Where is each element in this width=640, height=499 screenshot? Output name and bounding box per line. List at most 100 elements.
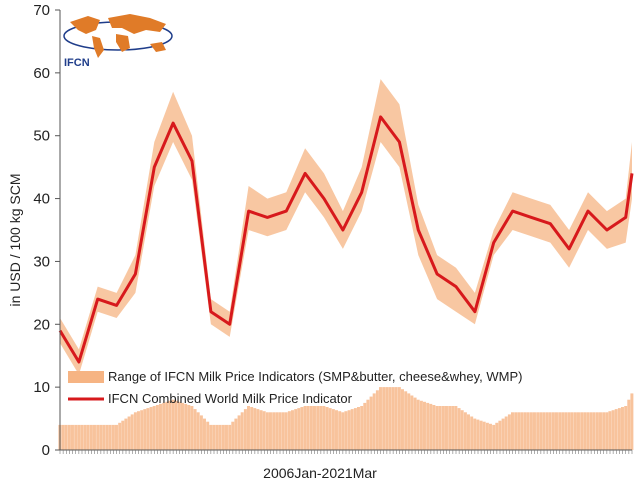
range-width-bar — [108, 424, 112, 450]
range-width-bar — [102, 424, 106, 450]
range-width-bar — [121, 420, 125, 450]
range-width-bar — [589, 412, 593, 450]
range-width-bar — [401, 389, 404, 450]
range-width-bar — [504, 416, 508, 450]
y-tick-label: 50 — [33, 128, 50, 145]
range-width-bar — [127, 416, 131, 450]
range-width-bar — [190, 406, 194, 450]
x-minor-ticks — [59, 450, 633, 454]
range-width-bar — [482, 421, 486, 450]
range-width-bar — [438, 406, 442, 450]
range-width-bar — [281, 412, 285, 450]
range-width-bar — [243, 409, 247, 450]
range-width-bar — [174, 400, 178, 450]
range-width-bar — [473, 418, 477, 450]
range-width-bar — [71, 424, 74, 450]
range-width-bar — [300, 407, 304, 450]
range-width-bar — [331, 409, 335, 450]
range-width-bar — [159, 403, 162, 450]
range-width-bar — [237, 415, 241, 450]
range-width-bar — [533, 412, 536, 450]
range-width-bar — [215, 424, 219, 450]
range-width-bar — [605, 412, 609, 450]
range-width-bar — [313, 406, 316, 450]
range-width-bar — [306, 406, 310, 450]
range-width-bar — [303, 406, 307, 450]
y-axis-ticks: 0 10 20 30 40 50 60 70 — [33, 2, 60, 459]
range-width-bar — [247, 406, 250, 450]
range-width-bar — [627, 399, 631, 450]
range-width-bar — [291, 410, 294, 450]
legend-range-label: Range of IFCN Milk Price Indicators (SMP… — [108, 369, 522, 384]
logo-text: IFCN — [64, 57, 90, 69]
world-map-icon — [70, 14, 166, 58]
range-width-bar — [561, 412, 565, 450]
range-width-bar — [155, 405, 159, 450]
range-width-bar — [275, 412, 279, 450]
range-width-bar — [344, 411, 348, 450]
range-width-bar — [410, 395, 414, 450]
range-width-bar — [77, 424, 81, 450]
range-width-bar — [404, 391, 408, 450]
range-width-bar — [583, 412, 587, 450]
range-width-bar — [341, 412, 345, 450]
range-width-bar — [460, 410, 464, 450]
range-width-bar — [165, 401, 169, 450]
range-width-bar — [86, 424, 90, 450]
range-width-bar — [397, 387, 401, 450]
range-width-bar — [133, 412, 137, 450]
range-width-bar — [350, 409, 354, 450]
y-tick-label: 0 — [42, 442, 50, 459]
range-width-bar — [67, 424, 71, 450]
range-width-bar — [61, 424, 65, 450]
range-width-bar — [193, 409, 197, 450]
range-width-bar — [218, 424, 222, 450]
range-width-bar — [287, 411, 291, 450]
range-width-bar — [514, 412, 518, 450]
range-width-bar — [297, 408, 301, 450]
legend-line-label: IFCN Combined World Milk Price Indicator — [108, 391, 353, 406]
range-width-bar — [429, 403, 433, 450]
legend: Range of IFCN Milk Price Indicators (SMP… — [68, 369, 522, 406]
range-width-bar — [272, 412, 276, 450]
range-width-bar — [347, 410, 351, 450]
range-width-bar — [187, 405, 191, 450]
range-width-bar — [369, 396, 373, 450]
range-width-bar — [64, 424, 68, 450]
range-width-bar — [435, 406, 439, 450]
range-width-bar — [335, 410, 338, 450]
range-width-bar — [115, 424, 118, 450]
y-tick-label: 60 — [33, 65, 50, 82]
range-width-bar — [259, 410, 263, 450]
range-width-bar — [586, 412, 590, 450]
range-width-bar — [363, 402, 367, 450]
range-width-bar — [517, 412, 521, 450]
range-width-bar — [558, 412, 562, 450]
range-width-bar — [485, 422, 489, 450]
range-width-bar — [130, 414, 134, 450]
range-width-bar — [476, 419, 480, 450]
range-width-bars — [58, 387, 634, 450]
range-width-bar — [372, 393, 376, 450]
range-width-bar — [366, 399, 370, 450]
y-axis-label: in USD / 100 kg SCM — [7, 173, 23, 306]
range-width-bar — [284, 412, 288, 450]
range-width-bar — [523, 412, 527, 450]
range-width-bar — [602, 412, 606, 450]
range-width-bar — [199, 415, 203, 450]
range-width-bar — [419, 400, 423, 450]
y-tick-label: 20 — [33, 316, 50, 333]
range-width-bar — [80, 424, 84, 450]
range-width-bar — [573, 412, 577, 450]
range-width-bar — [385, 387, 389, 450]
range-width-bar — [551, 412, 555, 450]
range-width-bar — [184, 403, 188, 450]
range-width-bar — [152, 406, 156, 450]
range-width-bar — [501, 418, 505, 450]
range-width-bar — [196, 412, 200, 450]
range-width-bar — [253, 408, 257, 450]
range-width-bar — [338, 411, 342, 450]
x-axis-label: 2006Jan-2021Mar — [263, 465, 377, 481]
range-width-bar — [394, 387, 398, 450]
range-width-bar — [577, 412, 580, 450]
